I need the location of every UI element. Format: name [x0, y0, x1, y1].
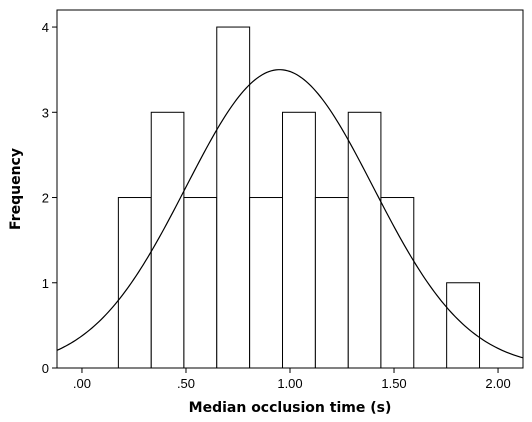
histogram-bar — [183, 197, 218, 369]
histogram-bar — [216, 26, 251, 369]
histogram-bar — [380, 197, 415, 369]
histogram-bar — [249, 197, 284, 369]
histogram-bar — [446, 282, 481, 369]
y-tick-label: 3 — [42, 105, 49, 120]
histogram-bar — [117, 197, 152, 369]
histogram-bar — [314, 197, 349, 369]
histogram-bar — [347, 111, 382, 369]
x-tick-label: 1.50 — [381, 376, 406, 391]
x-tick-label: 1.00 — [277, 376, 302, 391]
normal-curve — [56, 69, 524, 359]
x-tick-label: 2.00 — [485, 376, 510, 391]
histogram-bar — [282, 111, 316, 369]
y-axis-ticks: 0 1 2 3 4 — [42, 20, 57, 376]
y-axis-title: Frequency — [8, 148, 24, 230]
x-tick-label: .50 — [177, 376, 195, 391]
y-tick-label: 1 — [42, 276, 49, 291]
x-tick-label: .00 — [73, 376, 91, 391]
histogram-bars — [117, 26, 481, 369]
histogram-bar — [150, 111, 185, 369]
y-tick-label: 4 — [42, 20, 49, 35]
y-tick-label: 0 — [42, 361, 49, 376]
x-axis-ticks: .00 .50 1.00 1.50 2.00 — [73, 368, 511, 391]
x-axis-title: Median occlusion time (s) — [189, 400, 392, 416]
y-tick-label: 2 — [42, 191, 49, 206]
